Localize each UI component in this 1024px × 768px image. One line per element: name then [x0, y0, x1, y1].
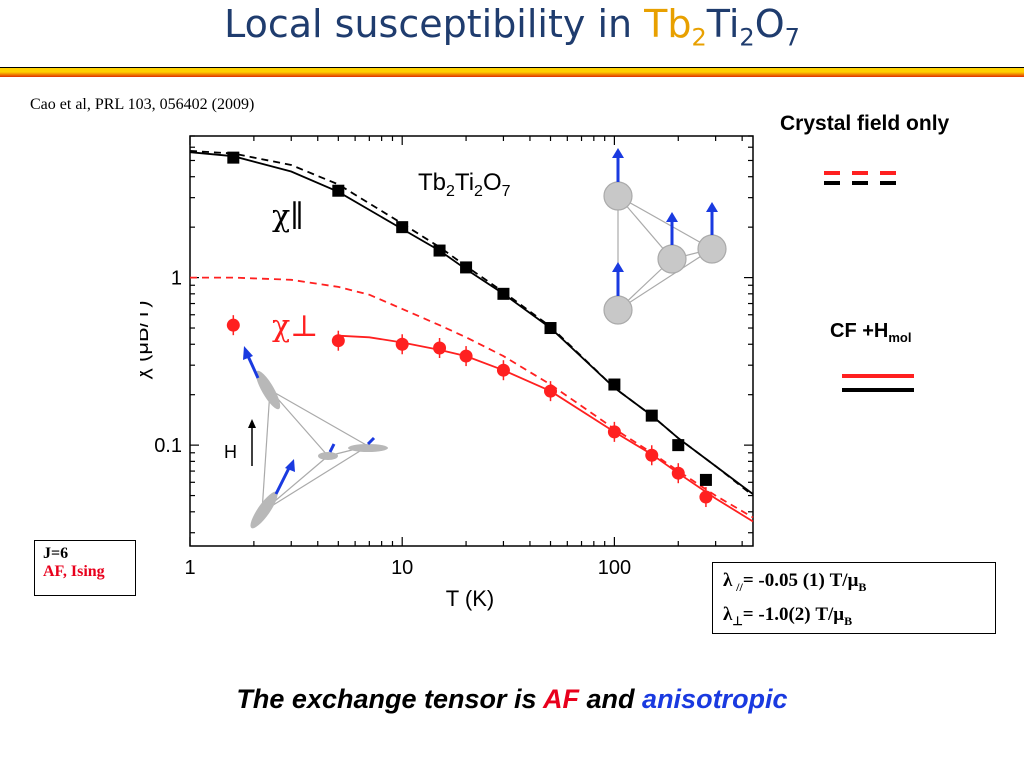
chi-perp-point — [459, 349, 473, 363]
lambda-box: λ //= -0.05 (1) T/μB λ⊥= -1.0(2) T/μB — [712, 562, 996, 634]
chi-perp-point — [433, 341, 447, 355]
field-h-label: H — [224, 442, 237, 462]
title-ti: Ti — [706, 2, 740, 46]
title-prefix: Local susceptibility in — [224, 2, 645, 46]
chi-parallel-point — [672, 439, 685, 452]
conclusion-statement: The exchange tensor is AF and anisotropi… — [236, 684, 788, 714]
j-value: J=6 — [43, 545, 69, 562]
cf-hmol-curve — [338, 334, 754, 523]
chi-parallel-point — [699, 473, 712, 486]
chi-perp-point — [226, 318, 240, 332]
y-axis-label: χ (μB/T) — [140, 300, 153, 379]
chi-parallel-point — [227, 151, 240, 164]
af-ising-label: AF, Ising — [43, 563, 105, 580]
title-tb: Tb — [644, 2, 692, 46]
slide-title: Local susceptibility in Tb2Ti2O7 — [0, 2, 1024, 52]
legend-dashed-lines — [824, 171, 906, 185]
title-o: O — [754, 2, 785, 46]
tetrahedron-perpendicular-illustration: H — [224, 346, 388, 529]
legend-solid-lines — [842, 374, 914, 392]
chi-perp-point — [395, 337, 409, 351]
x-axis-label: T (K) — [446, 586, 494, 611]
y-tick-label: 0.1 — [154, 435, 182, 457]
chi-perp-point — [607, 425, 621, 439]
legend-crystal-field-only: Crystal field only — [780, 112, 950, 135]
title-sub2: 2 — [739, 23, 755, 52]
y-tick-label: 1 — [171, 268, 182, 290]
chi-perp-point — [544, 384, 558, 398]
series-label-chi-perp: χ⊥ — [272, 309, 318, 344]
chi-perp-point — [496, 363, 510, 377]
chi-parallel-point — [608, 378, 621, 391]
x-tick-label: 10 — [391, 557, 413, 579]
chi-perp-point — [671, 466, 685, 480]
chi-perp-point — [645, 448, 659, 462]
x-tick-label: 1 — [184, 557, 195, 579]
lambda-perpendicular: λ⊥= -1.0(2) T/μB — [723, 603, 853, 628]
tetrahedron-parallel-illustration — [603, 148, 727, 325]
series-label-chi-par: χ∥ — [272, 199, 304, 234]
chi-parallel-point — [396, 221, 409, 234]
lambda-parallel: λ //= -0.05 (1) T/μB — [723, 570, 867, 594]
title-sub3: 7 — [784, 23, 800, 52]
chi-parallel-point — [497, 287, 510, 300]
cf-hmol-curve — [189, 151, 754, 495]
legend-cf-hmol: CF +Hmol — [830, 320, 912, 345]
chi-parallel-point — [460, 261, 473, 274]
compound-label: Tb2Ti2O7 — [418, 169, 511, 200]
chi-parallel-point — [332, 184, 345, 197]
chi-parallel-point — [433, 244, 446, 257]
susceptibility-chart: 1 10 100 0.1 1 T (K) χ (μB/T) Tb2Ti2O7 χ∥ χ⊥ — [140, 135, 754, 611]
chi-perp-point — [331, 334, 345, 348]
chi-perp-point — [699, 490, 713, 504]
chi-parallel-point — [645, 409, 658, 422]
j-info-box: J=6 AF, Ising — [34, 540, 136, 596]
plot-frame — [189, 135, 754, 547]
chi-parallel-point — [544, 322, 557, 335]
title-divider — [0, 67, 1024, 77]
title-sub1: 2 — [691, 23, 707, 52]
citation: Cao et al, PRL 103, 056402 (2009) — [30, 96, 255, 113]
crystal-field-curve — [189, 150, 754, 497]
x-tick-label: 100 — [598, 557, 631, 579]
